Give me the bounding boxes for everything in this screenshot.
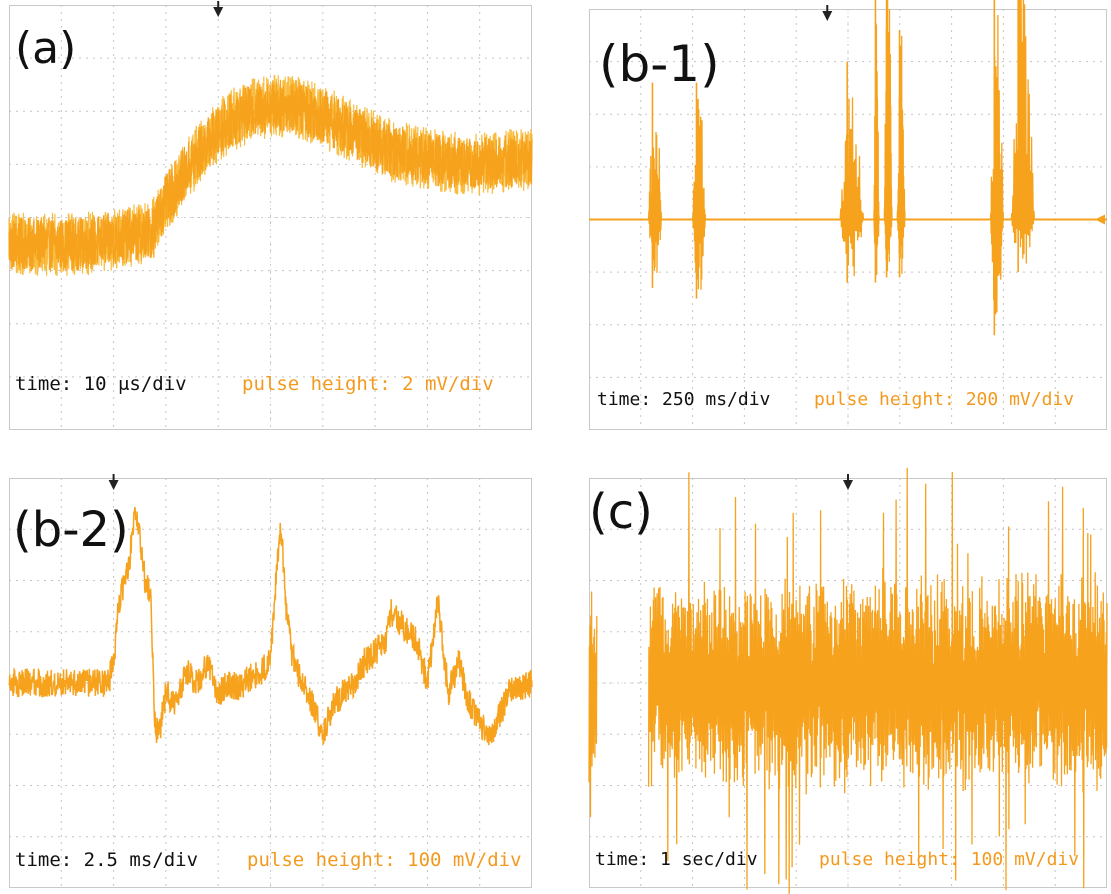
- data-series-line: [8, 79, 533, 271]
- burst-trace: [883, 0, 893, 272]
- oscilloscope-trace-b1: [589, 0, 1107, 430]
- trigger-marker-icon: [843, 480, 853, 490]
- grid: [9, 5, 532, 430]
- burst-trace: [691, 98, 707, 290]
- burst-trace: [873, 23, 880, 276]
- chart-panel-a: (a) time: 10 μs/div pulse height: 2 mV/d…: [8, 1, 533, 430]
- trigger-marker-icon: [108, 480, 119, 490]
- burst-trace: [647, 131, 663, 273]
- time-scale-caption: time: 10 μs/div: [15, 373, 187, 395]
- panel-label: (a): [15, 23, 77, 74]
- data-series-line: [588, 591, 598, 818]
- offset-marker-icon: [1095, 214, 1105, 225]
- panel-label: (b-2): [13, 502, 129, 558]
- oscilloscope-trace-b2: [8, 474, 533, 888]
- data-series-line: [8, 506, 533, 746]
- chart-panel-b2: (b-2) time: 2.5 ms/div pulse height: 100…: [8, 474, 533, 888]
- pulse-height-caption: pulse height: 2 mV/div: [242, 373, 494, 395]
- offset-marker-icon: [520, 678, 530, 688]
- time-scale-caption: time: 1 sec/div: [595, 849, 758, 870]
- burst-trace: [1010, 0, 1036, 264]
- burst-trace: [989, 14, 1005, 315]
- panel-label: (c): [589, 484, 653, 540]
- trigger-marker-icon: [213, 7, 224, 17]
- burst-trace: [896, 35, 906, 274]
- oscilloscope-trace-c: [588, 467, 1108, 894]
- trigger-marker-icon: [822, 11, 833, 21]
- time-scale-caption: time: 250 ms/div: [597, 389, 771, 410]
- pulse-height-caption: pulse height: 100 mV/div: [247, 849, 522, 871]
- oscilloscope-trace-a: [8, 1, 533, 430]
- chart-panel-c: (c) time: 1 sec/div pulse height: 100 mV…: [588, 467, 1108, 894]
- pulse-height-caption: pulse height: 100 mV/div: [819, 849, 1080, 870]
- panel-label: (b-1): [599, 35, 720, 93]
- chart-panel-b1: (b-1) time: 250 ms/div pulse height: 200…: [589, 0, 1107, 430]
- burst-trace: [839, 97, 865, 277]
- pulse-height-caption: pulse height: 200 mV/div: [814, 389, 1075, 410]
- data-series-line: [647, 467, 1108, 894]
- time-scale-caption: time: 2.5 ms/div: [15, 849, 199, 871]
